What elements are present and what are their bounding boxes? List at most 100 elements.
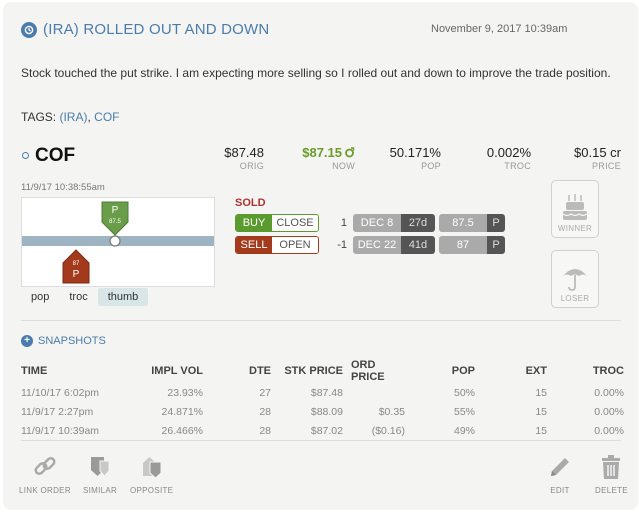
link-icon [34, 456, 56, 476]
stat-pop: 50.171% POP [390, 145, 441, 171]
trade-status: SOLD [235, 197, 266, 209]
marker-value: 87 [73, 261, 80, 267]
link-order-label: LINK ORDER [19, 486, 71, 495]
similar-icon [91, 457, 110, 477]
marker-letter: P [73, 269, 80, 280]
cell-impl-vol: 23.93% [167, 386, 203, 399]
entry-description: Stock touched the put strike. I am expec… [21, 66, 611, 80]
delete-label: DELETE [595, 486, 628, 495]
strike-chart-svg: P 87.5 87 P [22, 201, 214, 284]
column-header: POP [451, 365, 475, 377]
cell-troc: 0.00% [594, 424, 624, 437]
leg-action: SELL [236, 237, 272, 253]
similar-button[interactable]: SIMILAR [83, 454, 117, 495]
clock-icon [21, 21, 37, 38]
cell-pop: 49% [453, 424, 475, 437]
column-header: DTE [249, 365, 271, 377]
leg-row-1: BUY CLOSE 1 DEC 8 27d 87.5 P [235, 214, 505, 232]
tags-row: TAGS: (IRA), COF [21, 110, 120, 124]
cell-time: 11/9/17 2:27pm [21, 405, 94, 418]
cell-dte: 27 [259, 386, 271, 399]
similar-label: SIMILAR [83, 486, 118, 495]
leg-effect: CLOSE [272, 215, 318, 231]
cell-troc: 0.00% [594, 405, 624, 418]
entry-title: (IRA) ROLLED OUT AND DOWN [43, 21, 270, 38]
stat-value: $87.15 [302, 145, 342, 160]
cell-time: 11/10/17 6:02pm [21, 386, 100, 399]
leg-expiry-box: DEC 22 41d [353, 236, 435, 254]
cell-ext: 15 [535, 405, 547, 418]
marker-value: 87.5 [109, 219, 121, 225]
cell-ord-price [343, 383, 405, 402]
opposite-label: OPPOSITE [130, 486, 174, 495]
leg-strike: 87.5 [439, 214, 487, 232]
stat-value: $87.48 [224, 145, 264, 160]
leg-dte: 27d [401, 214, 435, 232]
cell-troc: 0.00% [594, 386, 624, 399]
leg-strike: 87 [439, 236, 487, 254]
entry-title-row: (IRA) ROLLED OUT AND DOWN [21, 21, 269, 38]
stat-label: ORIG [239, 161, 264, 171]
column-header: EXT [525, 365, 547, 377]
cell-impl-vol: 24.871% [161, 405, 203, 418]
marker-letter: P [112, 205, 119, 216]
tab-pop[interactable]: pop [31, 291, 50, 303]
stat-value: 50.171% [389, 145, 441, 160]
leg-action-pill: BUY CLOSE [235, 214, 319, 232]
tag-separator: , [87, 110, 91, 124]
stat-troc: 0.002% TROC [487, 145, 531, 171]
column-header: TROC [592, 365, 624, 377]
link-order-button[interactable]: LINK ORDER [19, 454, 71, 495]
snapshots-toggle[interactable]: + SNAPSHOTS [21, 335, 106, 347]
tab-troc[interactable]: troc [69, 291, 88, 303]
stat-label: PRICE [591, 161, 621, 171]
column-header: IMPL VOL [151, 365, 203, 377]
stat-price: $0.15 cr PRICE [574, 145, 621, 171]
position-timestamp: 11/9/17 10:38:55am [21, 182, 105, 193]
leg-qty: 1 [340, 217, 347, 229]
winner-button[interactable]: WINNER [551, 180, 599, 238]
stat-orig: $87.48 ORIG [224, 145, 264, 171]
marker-short-put: P 87.5 [101, 201, 129, 236]
delete-button[interactable]: DELETE [595, 454, 628, 495]
cell-stk-price: $87.48 [310, 386, 343, 399]
trash-icon [602, 455, 621, 479]
cell-pop: 50% [453, 386, 475, 399]
refresh-icon [345, 147, 355, 158]
table-header-row: TIME IMPL VOL DTE STK PRICE ORD PRICE PO… [21, 359, 624, 383]
divider [21, 320, 621, 321]
loser-label: LOSER [560, 294, 590, 303]
cell-ext: 15 [535, 386, 547, 399]
stat-value: $0.15 cr [574, 145, 621, 160]
cell-ext: 15 [535, 424, 547, 437]
cell-stk-price: $88.09 [310, 405, 343, 418]
strike-chart: P 87.5 87 P [21, 197, 215, 287]
edit-button[interactable]: EDIT [547, 454, 573, 495]
stat-value: 0.002% [486, 145, 531, 160]
cell-ord-price: ($0.16) [371, 424, 405, 437]
column-header: TIME [21, 365, 48, 377]
table-row: 11/10/17 6:02pm 23.93% 27 $87.48 50% 15 … [21, 383, 624, 402]
cake-icon [562, 194, 588, 220]
tag-link-cof[interactable]: COF [94, 110, 120, 124]
opposite-icon [142, 457, 162, 479]
cell-ord-price: $0.35 [378, 405, 405, 418]
opposite-button[interactable]: OPPOSITE [130, 454, 173, 495]
leg-expiry: DEC 8 [353, 214, 401, 232]
leg-type: P [487, 236, 505, 254]
leg-action: BUY [236, 215, 272, 231]
leg-dte: 41d [401, 236, 435, 254]
leg-strike-box: 87 P [439, 236, 505, 254]
snapshots-label: SNAPSHOTS [38, 335, 106, 347]
tab-thumb[interactable]: thumb [97, 288, 149, 306]
winner-label: WINNER [557, 224, 593, 233]
entry-date: November 9, 2017 10:39am [431, 23, 568, 35]
stat-label: TROC [504, 161, 531, 171]
leg-expiry-box: DEC 8 27d [353, 214, 435, 232]
tag-link-ira[interactable]: (IRA) [59, 110, 88, 124]
loser-button[interactable]: LOSER [551, 250, 599, 308]
chart-tabs: pop troc thumb [21, 288, 149, 306]
leg-expiry: DEC 22 [353, 236, 401, 254]
marker-new-put: 87 P [62, 249, 90, 284]
column-header: ORD PRICE [351, 359, 385, 383]
